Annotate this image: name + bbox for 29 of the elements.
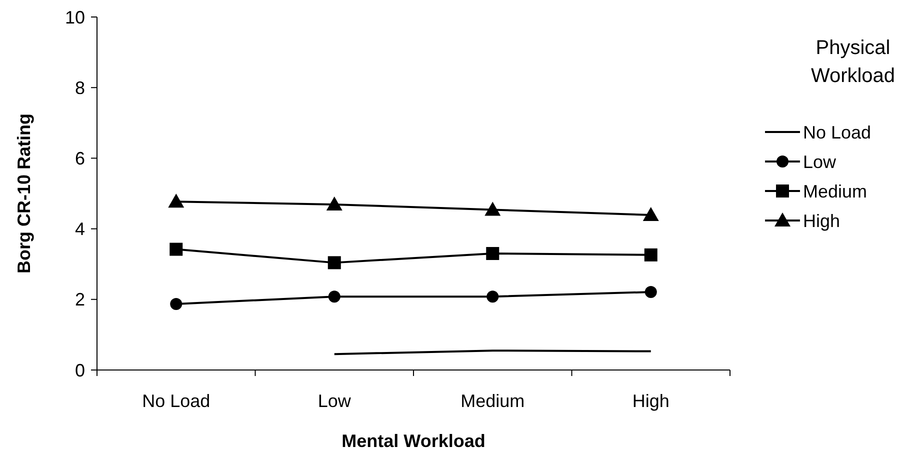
x-tick-label: Medium [460,391,525,411]
legend-title: Physical Workload [810,37,896,87]
point [170,298,182,310]
y-tick-label: 10 [64,7,85,28]
point [328,256,341,270]
point [170,242,183,256]
x-tick-label: Low [318,391,352,411]
y-axis-title: Borg CR-10 Rating [14,113,34,274]
point [486,247,500,260]
point [644,286,657,298]
y-tick-label: 2 [74,290,85,310]
point [486,290,499,303]
legend-label: No Load [803,122,872,142]
point [328,290,340,303]
x-tick-label: High [632,391,670,411]
point [644,248,658,262]
y-tick-label: 6 [74,148,85,168]
point [326,196,342,210]
y-tick-label: 4 [74,219,85,240]
legend-label: High [803,210,840,231]
legend-label: Medium [803,181,868,202]
point [168,194,184,208]
y-tick-label: 0 [74,360,85,380]
x-axis-title: Mental Workload [342,431,486,451]
legend-label: Low [803,152,838,172]
point [484,202,501,216]
y-tick-label: 8 [74,78,85,98]
x-tick-label: No Load [142,391,210,411]
point [642,207,659,222]
